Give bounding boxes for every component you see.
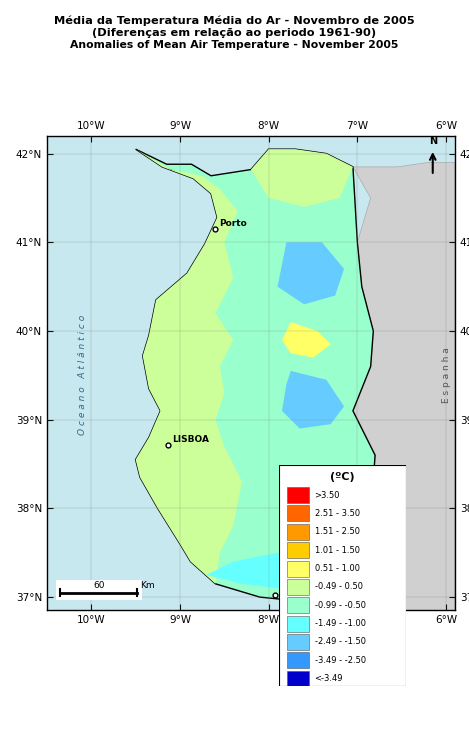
Polygon shape bbox=[160, 375, 224, 428]
Polygon shape bbox=[278, 242, 344, 304]
Text: -2.49 - -1.50: -2.49 - -1.50 bbox=[315, 638, 365, 646]
Polygon shape bbox=[136, 149, 242, 584]
Bar bbox=[287, 542, 310, 558]
Text: Km: Km bbox=[140, 581, 155, 590]
Text: O c e a n o   A t l â n t i c o: O c e a n o A t l â n t i c o bbox=[78, 315, 87, 436]
Text: (ºC): (ºC) bbox=[330, 472, 355, 482]
Text: 1.01 - 1.50: 1.01 - 1.50 bbox=[315, 546, 360, 555]
Text: Média da Temperatura Média do Ar - Novembro de 2005: Média da Temperatura Média do Ar - Novem… bbox=[54, 15, 415, 26]
Bar bbox=[56, 580, 142, 600]
Text: >3.50: >3.50 bbox=[315, 490, 340, 500]
Polygon shape bbox=[136, 149, 375, 600]
Bar bbox=[287, 560, 310, 577]
Text: Faro: Faro bbox=[279, 586, 302, 595]
Bar bbox=[287, 670, 310, 687]
Text: 2.51 - 3.50: 2.51 - 3.50 bbox=[315, 509, 360, 518]
Text: -1.49 - -1.00: -1.49 - -1.00 bbox=[315, 620, 365, 628]
Text: 1.51 - 2.50: 1.51 - 2.50 bbox=[315, 527, 360, 536]
Bar bbox=[287, 634, 310, 650]
Polygon shape bbox=[282, 371, 344, 428]
Text: 60: 60 bbox=[93, 581, 105, 590]
Bar bbox=[287, 652, 310, 668]
Text: Porto: Porto bbox=[219, 219, 247, 228]
Polygon shape bbox=[251, 149, 353, 207]
Bar bbox=[287, 506, 310, 521]
Text: -3.49 - -2.50: -3.49 - -2.50 bbox=[315, 656, 366, 664]
Text: LISBOA: LISBOA bbox=[172, 435, 209, 444]
Text: -0.49 - 0.50: -0.49 - 0.50 bbox=[315, 583, 363, 592]
Text: 0.51 - 1.00: 0.51 - 1.00 bbox=[315, 564, 360, 573]
Bar bbox=[287, 597, 310, 613]
Polygon shape bbox=[341, 163, 455, 610]
Bar bbox=[287, 524, 310, 540]
Bar bbox=[287, 488, 310, 503]
Bar bbox=[287, 616, 310, 632]
Polygon shape bbox=[282, 322, 331, 358]
Text: E s p a n h a: E s p a n h a bbox=[441, 347, 451, 404]
Polygon shape bbox=[206, 553, 331, 588]
Bar bbox=[287, 579, 310, 595]
Text: N: N bbox=[429, 136, 437, 146]
Text: -0.99 - -0.50: -0.99 - -0.50 bbox=[315, 601, 365, 610]
Text: (Diferenças em relação ao periodo 1961-90): (Diferenças em relação ao periodo 1961-9… bbox=[92, 28, 377, 38]
Text: <-3.49: <-3.49 bbox=[315, 674, 343, 683]
Text: Anomalies of Mean Air Temperature - November 2005: Anomalies of Mean Air Temperature - Nove… bbox=[70, 40, 399, 50]
